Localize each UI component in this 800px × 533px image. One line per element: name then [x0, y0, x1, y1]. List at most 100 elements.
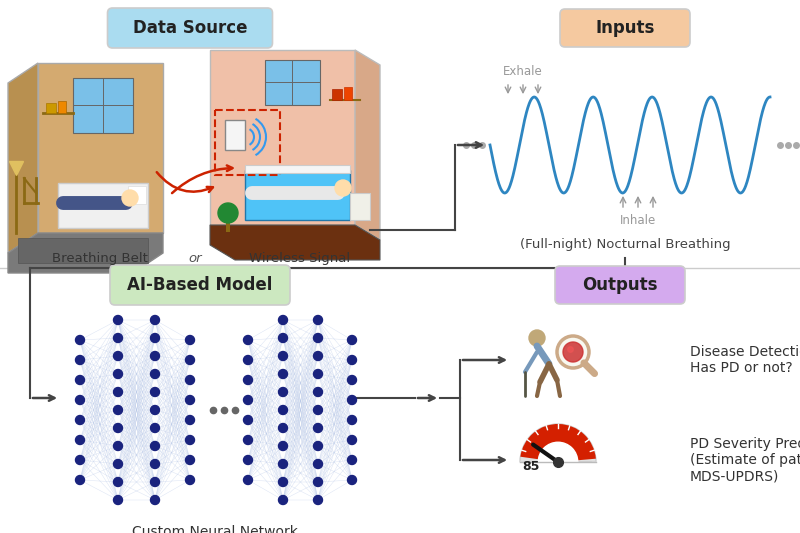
- Circle shape: [114, 441, 122, 450]
- Circle shape: [150, 351, 159, 360]
- Circle shape: [243, 416, 253, 424]
- Circle shape: [75, 475, 85, 484]
- Bar: [73, 78, 133, 133]
- Circle shape: [314, 459, 322, 469]
- Bar: [215, 110, 280, 175]
- Text: Inhale: Inhale: [620, 214, 656, 227]
- Circle shape: [335, 180, 351, 196]
- Polygon shape: [38, 63, 163, 233]
- Circle shape: [314, 334, 322, 343]
- Circle shape: [114, 478, 122, 487]
- Circle shape: [186, 335, 194, 344]
- Circle shape: [186, 435, 194, 445]
- Bar: [350, 193, 370, 220]
- Circle shape: [150, 496, 159, 505]
- Circle shape: [75, 395, 85, 405]
- Bar: [46, 103, 56, 113]
- Circle shape: [314, 316, 322, 325]
- Bar: [245, 165, 350, 173]
- Circle shape: [150, 316, 159, 325]
- Circle shape: [538, 442, 578, 482]
- Bar: [332, 89, 342, 100]
- Circle shape: [186, 475, 194, 484]
- Text: 85: 85: [522, 461, 540, 473]
- Text: Breathing Belt: Breathing Belt: [52, 252, 148, 265]
- Circle shape: [278, 351, 287, 360]
- Circle shape: [314, 387, 322, 397]
- FancyBboxPatch shape: [110, 265, 290, 305]
- Polygon shape: [8, 233, 163, 273]
- Circle shape: [150, 369, 159, 378]
- Text: Exhale: Exhale: [503, 65, 543, 78]
- Polygon shape: [210, 225, 380, 260]
- Wedge shape: [520, 424, 596, 462]
- Circle shape: [114, 406, 122, 415]
- Circle shape: [243, 376, 253, 384]
- Circle shape: [347, 416, 357, 424]
- Circle shape: [314, 496, 322, 505]
- Circle shape: [75, 435, 85, 445]
- Text: AI-Based Model: AI-Based Model: [127, 276, 273, 294]
- Bar: [58, 101, 66, 113]
- FancyBboxPatch shape: [560, 9, 690, 47]
- Bar: [225, 120, 245, 150]
- Circle shape: [278, 424, 287, 432]
- Circle shape: [150, 459, 159, 469]
- Circle shape: [243, 395, 253, 405]
- Circle shape: [114, 316, 122, 325]
- Bar: [226, 220, 230, 232]
- Circle shape: [150, 478, 159, 487]
- Circle shape: [278, 441, 287, 450]
- Circle shape: [347, 475, 357, 484]
- Circle shape: [314, 406, 322, 415]
- Wedge shape: [520, 424, 596, 462]
- Circle shape: [347, 356, 357, 365]
- Circle shape: [75, 456, 85, 464]
- Circle shape: [278, 387, 287, 397]
- Circle shape: [314, 351, 322, 360]
- Circle shape: [150, 406, 159, 415]
- Bar: [128, 186, 146, 204]
- Circle shape: [150, 441, 159, 450]
- Circle shape: [150, 334, 159, 343]
- Circle shape: [347, 395, 357, 405]
- Polygon shape: [8, 63, 38, 253]
- Circle shape: [243, 335, 253, 344]
- Circle shape: [278, 459, 287, 469]
- Circle shape: [278, 369, 287, 378]
- Circle shape: [114, 496, 122, 505]
- Circle shape: [114, 387, 122, 397]
- Circle shape: [75, 356, 85, 365]
- Circle shape: [150, 387, 159, 397]
- Circle shape: [278, 406, 287, 415]
- Circle shape: [243, 456, 253, 464]
- Circle shape: [75, 416, 85, 424]
- Circle shape: [314, 369, 322, 378]
- Text: Data Source: Data Source: [133, 19, 247, 37]
- Bar: [265, 60, 320, 105]
- Polygon shape: [355, 50, 380, 240]
- Circle shape: [75, 376, 85, 384]
- Circle shape: [314, 441, 322, 450]
- Text: or: or: [188, 252, 202, 265]
- Circle shape: [347, 435, 357, 445]
- Text: Custom Neural Network: Custom Neural Network: [132, 525, 298, 533]
- Circle shape: [150, 424, 159, 432]
- Polygon shape: [210, 50, 355, 225]
- Circle shape: [114, 334, 122, 343]
- Bar: [344, 87, 352, 100]
- Circle shape: [122, 190, 138, 206]
- Circle shape: [114, 424, 122, 432]
- Circle shape: [75, 335, 85, 344]
- Circle shape: [186, 376, 194, 384]
- Circle shape: [243, 435, 253, 445]
- Polygon shape: [18, 238, 148, 263]
- Circle shape: [347, 376, 357, 384]
- FancyBboxPatch shape: [555, 266, 685, 304]
- Text: PD Severity Prediction
(Estimate of patient's
MDS-UPDRS): PD Severity Prediction (Estimate of pati…: [690, 437, 800, 483]
- Text: Wireless Signal: Wireless Signal: [250, 252, 350, 265]
- Circle shape: [186, 416, 194, 424]
- Text: (Full-night) Nocturnal Breathing: (Full-night) Nocturnal Breathing: [520, 238, 730, 251]
- Circle shape: [243, 475, 253, 484]
- Circle shape: [347, 456, 357, 464]
